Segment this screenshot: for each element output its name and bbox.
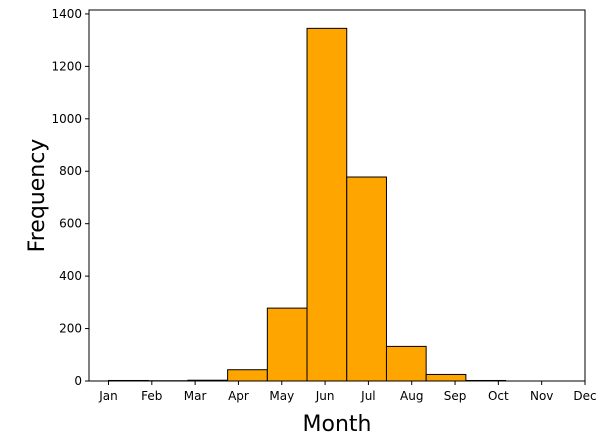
y-axis-title: Frequency	[25, 139, 50, 253]
y-tick-label: 1400	[51, 7, 82, 21]
x-tick-label: Mar	[184, 389, 207, 403]
plot-frame	[88, 9, 586, 382]
y-tick-label: 600	[59, 217, 82, 231]
bar-may	[266, 307, 308, 382]
y-tick-label: 400	[59, 269, 82, 283]
x-tick-label: Jul	[360, 389, 375, 403]
x-tick-label: Jan	[98, 389, 118, 403]
x-tick-label: Jun	[315, 389, 335, 403]
bar-sep	[425, 373, 467, 382]
y-tick-label: 200	[59, 322, 82, 336]
y-tick-label: 1200	[51, 59, 82, 73]
x-tick-label: Nov	[530, 389, 553, 403]
x-tick-label: May	[269, 389, 294, 403]
x-tick-label: Aug	[400, 389, 423, 403]
y-axis: 0 200 400 600 800 1000 1200 1400	[51, 7, 89, 388]
bars-group	[107, 27, 507, 382]
bar-jun	[306, 27, 348, 382]
bar-jul	[346, 176, 387, 382]
x-tick-label: Feb	[141, 389, 162, 403]
bar-aug	[385, 345, 427, 382]
y-tick-label: 0	[74, 374, 82, 388]
x-tick-label: Apr	[228, 389, 249, 403]
x-tick-label: Dec	[573, 389, 596, 403]
x-axis: Jan Feb Mar Apr May Jun Jul Aug Sep Oct Nov Dec	[98, 381, 597, 403]
x-axis-title: Month	[303, 412, 372, 437]
x-tick-label: Sep	[444, 389, 467, 403]
x-tick-label: Oct	[488, 389, 509, 403]
y-tick-label: 1000	[51, 112, 82, 126]
bar-apr	[227, 369, 268, 382]
y-tick-label: 800	[59, 164, 82, 178]
